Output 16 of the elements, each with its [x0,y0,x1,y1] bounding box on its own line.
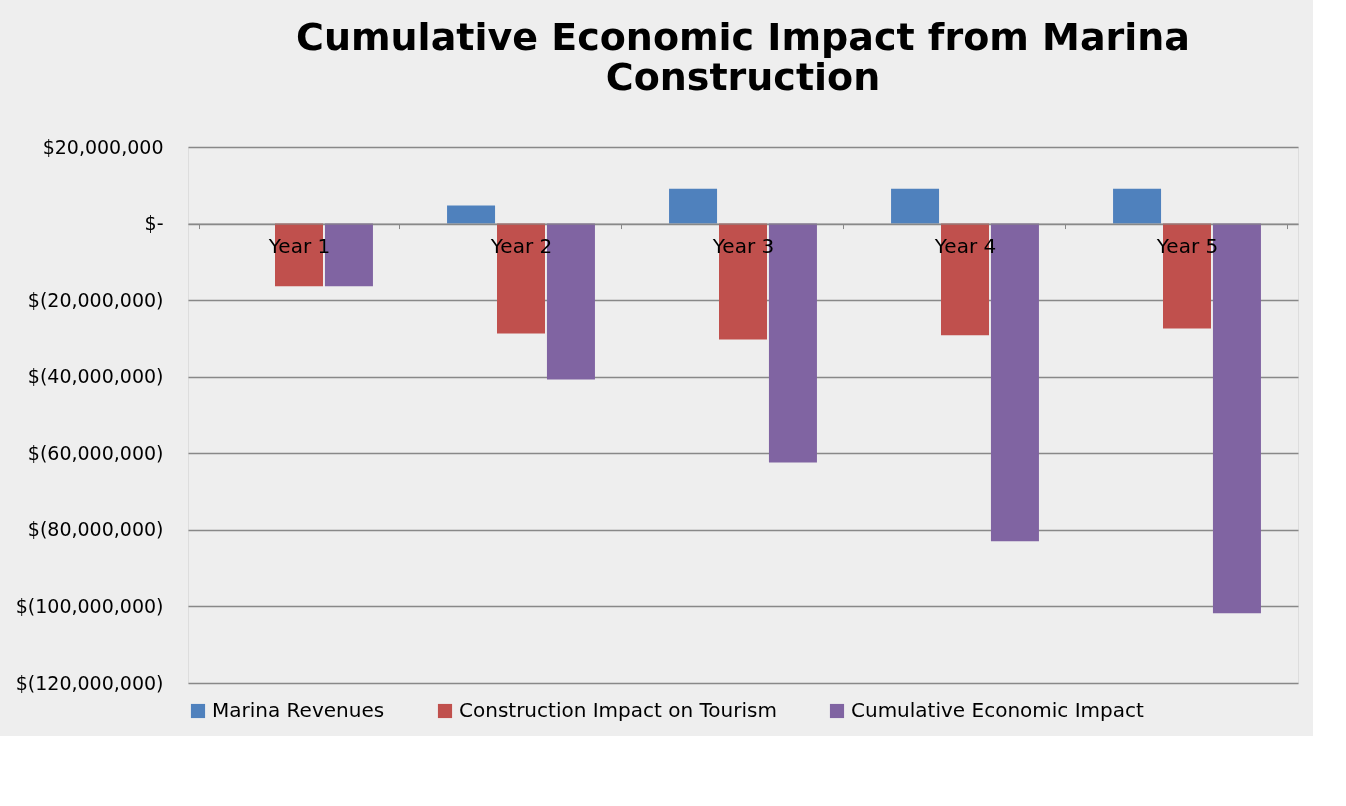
bar [891,188,940,224]
bar [669,188,718,224]
y-tick-label: $- [144,212,164,235]
bar [447,205,496,224]
y-tick-label: $(80,000,000) [27,518,164,541]
y-tick-label: $(20,000,000) [27,288,164,311]
y-tick-label: $(60,000,000) [27,441,164,464]
legend-label: Cumulative Economic Impact [851,698,1145,722]
y-tick-label: $(120,000,000) [15,671,164,694]
legend-label: Construction Impact on Tourism [459,698,777,722]
bar [1113,188,1162,224]
y-tick-label: $(100,000,000) [15,594,164,617]
chart-title: Cumulative Economic Impact from Marina Construction [296,15,1190,99]
y-tick-label: $20,000,000 [42,135,164,158]
y-tick-label: $(40,000,000) [27,365,164,388]
legend-label: Marina Revenues [212,698,385,722]
